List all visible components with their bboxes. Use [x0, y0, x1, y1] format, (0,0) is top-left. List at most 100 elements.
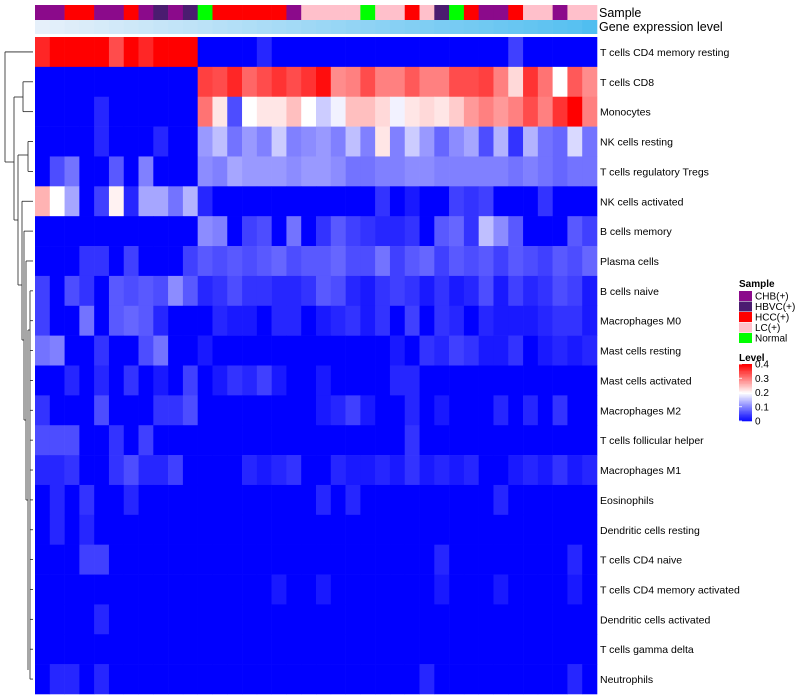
heatmap-cell [108, 514, 125, 545]
heatmap-cell [212, 395, 228, 426]
heatmap-cell [138, 335, 154, 366]
heatmap-cell [138, 305, 154, 336]
heatmap-cell [168, 634, 184, 665]
heatmap-cell [153, 425, 169, 456]
heatmap-cell [434, 425, 450, 456]
level-legend-tick-label: 0.4 [755, 360, 769, 371]
heatmap-cell [35, 216, 51, 247]
gene-level-cell [478, 20, 494, 34]
heatmap-cell [389, 514, 406, 545]
heatmap-cell [449, 335, 465, 366]
row-label: T cells CD4 naive [600, 555, 682, 567]
heatmap-cell [256, 305, 272, 336]
heatmap-cell [463, 484, 479, 516]
heatmap-cell [389, 455, 406, 486]
level-colorbar-segment [739, 376, 752, 379]
heatmap-cell [330, 544, 346, 575]
heatmap-cell [537, 126, 553, 157]
heatmap-cell [138, 664, 154, 695]
heatmap-cell [49, 156, 65, 187]
heatmap-cell [153, 395, 169, 426]
sample-legend: Sample CHB(+)HBVC(+)HCC(+)LC(+)Normal [739, 279, 795, 345]
heatmap-cell [389, 634, 406, 665]
heatmap-cell [404, 66, 420, 98]
heatmap-cell [94, 425, 110, 456]
heatmap-cell [463, 514, 479, 545]
sample-annotation-cell [493, 5, 509, 20]
heatmap-cell [316, 514, 332, 545]
heatmap-cell [108, 275, 125, 307]
heatmap-cell [286, 574, 302, 605]
heatmap-cell [35, 305, 51, 336]
heatmap-cell [168, 186, 184, 217]
heatmap-cell [419, 275, 435, 307]
heatmap-cell [316, 455, 332, 486]
heatmap-cell [301, 126, 317, 157]
heatmap-cell [389, 395, 406, 426]
heatmap-cell [360, 66, 376, 98]
heatmap-cell [168, 484, 184, 516]
heatmap-cell [153, 216, 169, 247]
heatmap-cell [212, 216, 228, 247]
gene-level-cell [463, 20, 479, 34]
heatmap-cell [94, 574, 110, 605]
heatmap-cell [35, 186, 51, 217]
heatmap-cell [449, 544, 465, 575]
heatmap-cell [212, 66, 228, 98]
heatmap-cell [182, 395, 198, 426]
heatmap-cell [508, 335, 524, 366]
heatmap-cell [197, 156, 213, 187]
heatmap-cell [404, 514, 420, 545]
sample-legend-label: CHB(+) [755, 292, 789, 303]
heatmap-cell [508, 514, 524, 545]
heatmap-cell [449, 66, 465, 98]
heatmap-cell [582, 365, 598, 396]
heatmap-cell [375, 484, 391, 516]
heatmap-cell [434, 484, 450, 516]
row-labels: T cells CD4 memory resting T cells CD8 Mon… [600, 47, 740, 686]
heatmap-cell [123, 66, 139, 98]
heatmap-cell [567, 246, 583, 277]
heatmap-cell [552, 126, 568, 157]
heatmap-cell [316, 664, 332, 695]
level-colorbar-segment [739, 366, 752, 369]
sample-legend-label: HCC(+) [755, 313, 789, 324]
level-colorbar-segment [739, 372, 752, 375]
heatmap-cell [212, 37, 228, 68]
heatmap-cell [256, 246, 272, 277]
heatmap-cell [35, 126, 51, 157]
heatmap-cell [478, 514, 494, 545]
heatmap-cell [537, 574, 553, 605]
heatmap-cell [138, 37, 154, 68]
heatmap-cell [153, 484, 169, 516]
sample-annotation-cell [108, 5, 125, 20]
heatmap-cell [463, 216, 479, 247]
heatmap-cell [271, 66, 287, 98]
heatmap-cell [197, 634, 213, 665]
gene-level-cell [404, 20, 420, 34]
heatmap-cell [227, 66, 243, 98]
heatmap-cell [271, 634, 287, 665]
heatmap-cell [493, 335, 509, 366]
heatmap-cell [138, 574, 154, 605]
heatmap-cell [212, 425, 228, 456]
heatmap-cell [168, 514, 184, 545]
heatmap-cell [49, 246, 65, 277]
heatmap-cell [197, 335, 213, 366]
heatmap-cell [567, 126, 583, 157]
heatmap-cell [508, 156, 524, 187]
heatmap-cell [108, 156, 125, 187]
heatmap-cell [79, 246, 95, 277]
heatmap-cell [375, 246, 391, 277]
heatmap-cell [582, 275, 598, 307]
heatmap-cell [256, 66, 272, 98]
sample-annotation-cell [552, 5, 568, 20]
heatmap-cell [463, 37, 479, 68]
heatmap-cell [286, 604, 302, 635]
heatmap-cell [360, 246, 376, 277]
heatmap-cell [49, 96, 65, 127]
level-colorbar-segment [739, 398, 752, 400]
heatmap-cell [360, 425, 376, 456]
heatmap-cell [271, 126, 287, 157]
heatmap-cell [404, 484, 420, 516]
